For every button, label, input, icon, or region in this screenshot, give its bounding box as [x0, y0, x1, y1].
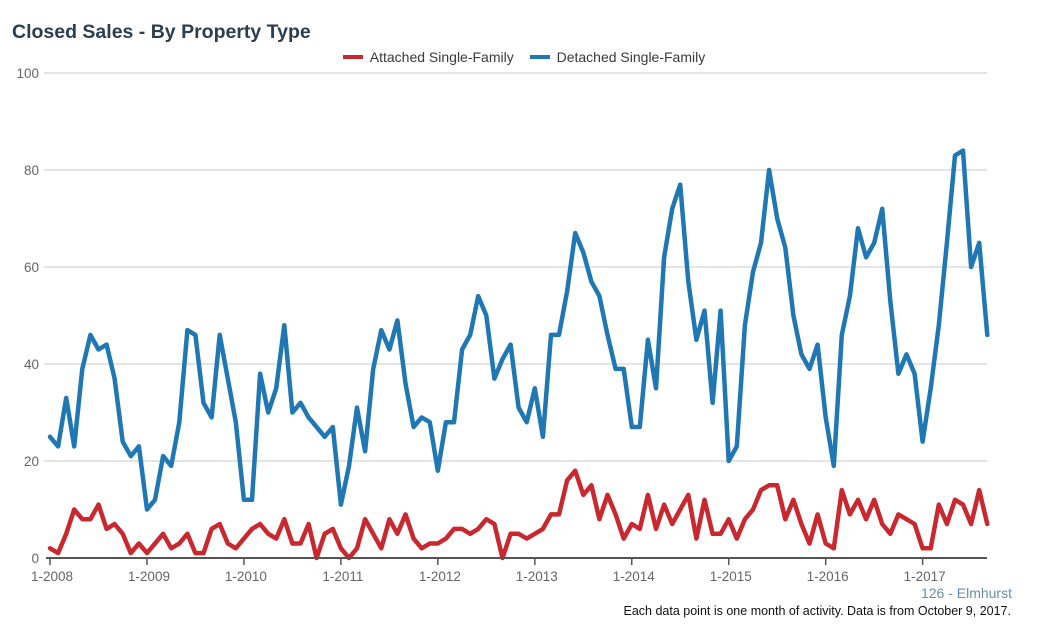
footnote: Each data point is one month of activity… — [623, 604, 1011, 618]
xtick-label-1-2008: 1-2008 — [31, 569, 73, 584]
ytick-label-60: 60 — [24, 260, 39, 275]
xtick-label-1-2012: 1-2012 — [419, 569, 461, 584]
series-line-detached-single-family — [47, 148, 990, 512]
legend-item-detached[interactable]: Detached Single-Family — [529, 49, 706, 65]
legend-label-detached: Detached Single-Family — [556, 49, 706, 65]
xtick-label-1-2015: 1-2015 — [710, 569, 752, 584]
legend-swatch-attached — [342, 55, 363, 59]
legend-label-attached: Attached Single-Family — [369, 49, 514, 65]
xtick-label-1-2009: 1-2009 — [128, 569, 170, 584]
ytick-label-20: 20 — [24, 454, 39, 469]
xtick-label-1-2016: 1-2016 — [807, 569, 849, 584]
legend-item-attached[interactable]: Attached Single-Family — [342, 49, 514, 65]
series-line-attached-single-family — [47, 468, 990, 561]
legend-swatch-detached — [529, 55, 550, 59]
axis-layer: 0 20 40 60 80 100 1-2008 1-2009 1-2010 1-2011 1-20… — [16, 66, 987, 584]
ytick-label-40: 40 — [24, 357, 39, 372]
grid-layer — [44, 72, 987, 462]
ytick-label-100: 100 — [16, 66, 39, 81]
ytick-label-80: 80 — [24, 163, 39, 178]
xtick-label-1-2014: 1-2014 — [613, 569, 656, 584]
chart-title: Closed Sales - By Property Type — [12, 21, 311, 43]
xtick-label-1-2013: 1-2013 — [516, 569, 558, 584]
chart-legend: Attached Single-Family Detached Single-F… — [0, 46, 1048, 65]
series-layer — [47, 148, 990, 561]
xtick-label-1-2017: 1-2017 — [904, 569, 946, 584]
area-label: 126 - Elmhurst — [920, 585, 1012, 601]
ytick-label-0: 0 — [31, 551, 39, 566]
xtick-label-1-2010: 1-2010 — [225, 569, 267, 584]
xtick-label-1-2011: 1-2011 — [322, 569, 363, 584]
